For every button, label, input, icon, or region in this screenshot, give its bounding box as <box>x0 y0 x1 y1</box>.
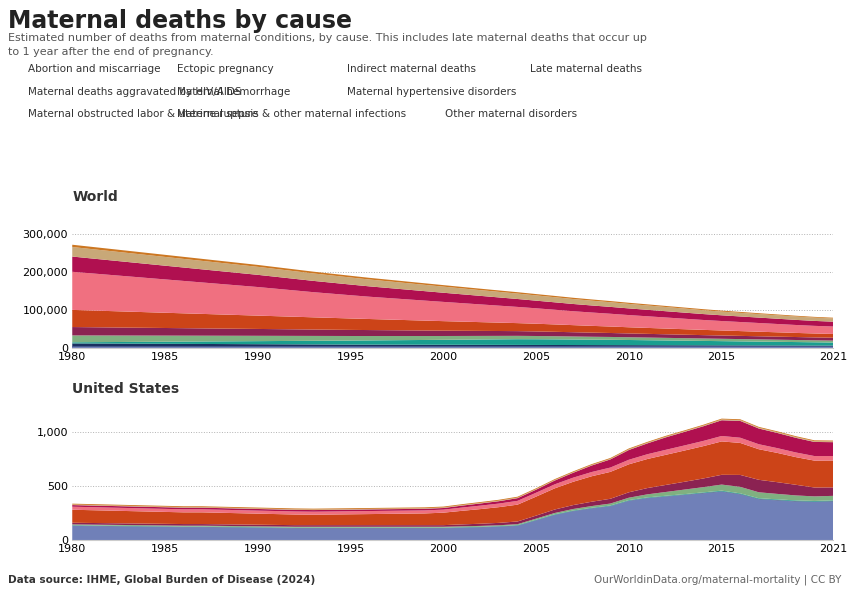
Text: Maternal sepsis & other maternal infections: Maternal sepsis & other maternal infecti… <box>177 109 406 119</box>
Text: Ectopic pregnancy: Ectopic pregnancy <box>177 64 274 74</box>
Text: Maternal obstructed labor & uterine rupture: Maternal obstructed labor & uterine rupt… <box>28 109 258 119</box>
Text: Indirect maternal deaths: Indirect maternal deaths <box>347 64 476 74</box>
Text: Our World: Our World <box>745 10 808 20</box>
Text: Other maternal disorders: Other maternal disorders <box>445 109 576 119</box>
Text: Maternal deaths aggravated by HIV/AIDS: Maternal deaths aggravated by HIV/AIDS <box>28 87 241 97</box>
Text: Maternal hemorrhage: Maternal hemorrhage <box>177 87 290 97</box>
Text: Late maternal deaths: Late maternal deaths <box>530 64 642 74</box>
Text: Abortion and miscarriage: Abortion and miscarriage <box>28 64 161 74</box>
Text: United States: United States <box>72 382 179 397</box>
Text: Estimated number of deaths from maternal conditions, by cause. This includes lat: Estimated number of deaths from maternal… <box>8 33 648 57</box>
Text: Data source: IHME, Global Burden of Disease (2024): Data source: IHME, Global Burden of Dise… <box>8 575 315 585</box>
Text: World: World <box>72 190 118 205</box>
Text: in Data: in Data <box>754 26 798 37</box>
Text: Maternal deaths by cause: Maternal deaths by cause <box>8 9 353 33</box>
Text: Maternal hypertensive disorders: Maternal hypertensive disorders <box>347 87 516 97</box>
Text: OurWorldinData.org/maternal-mortality | CC BY: OurWorldinData.org/maternal-mortality | … <box>594 575 842 585</box>
